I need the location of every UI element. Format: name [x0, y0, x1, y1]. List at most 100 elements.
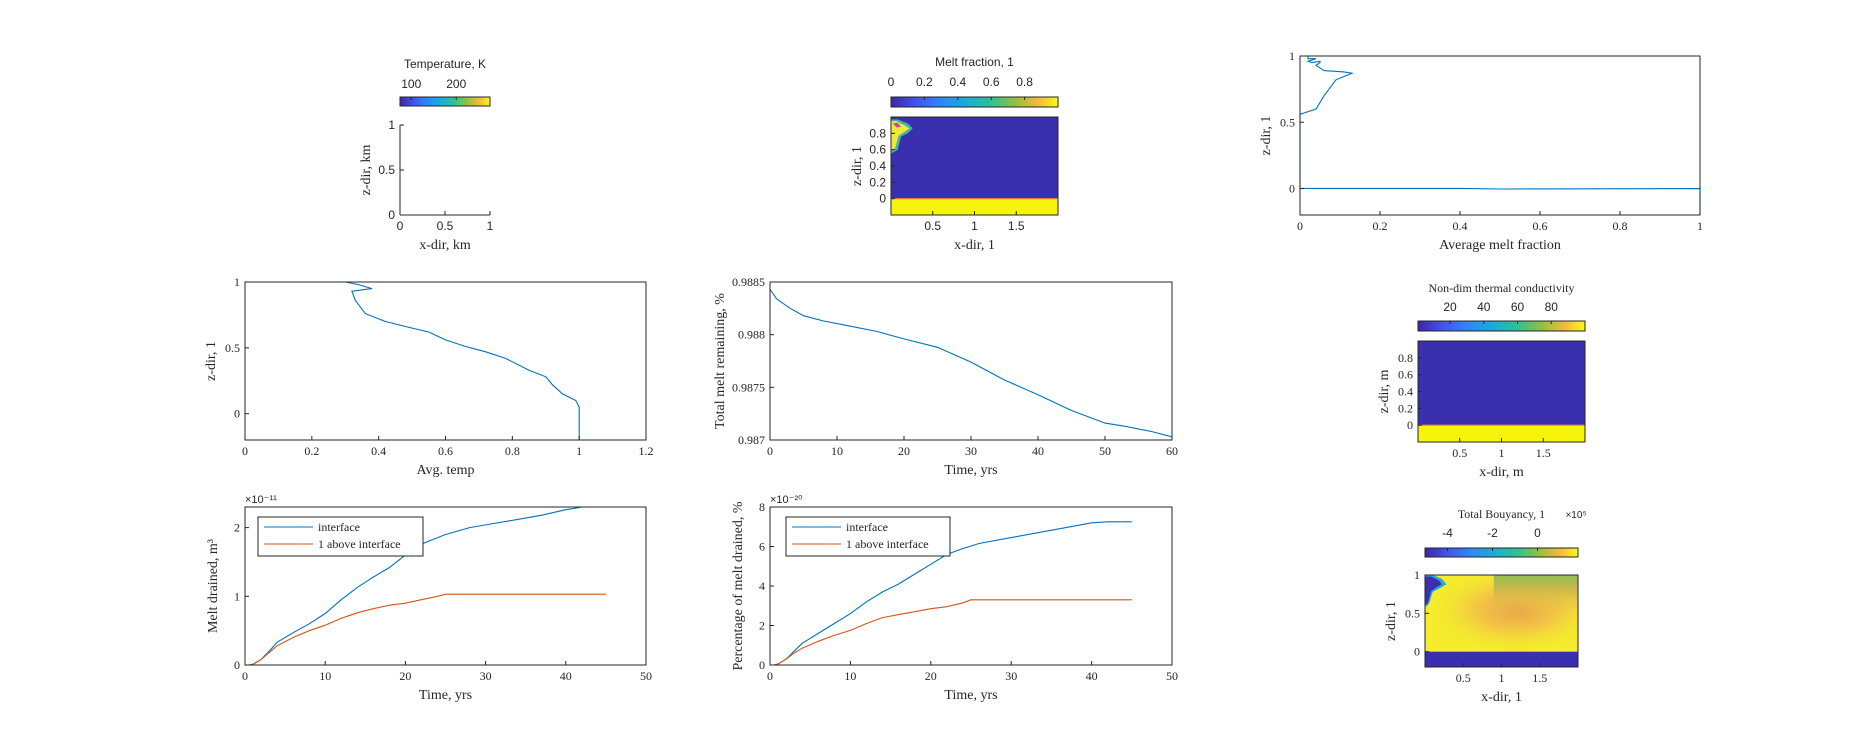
- axes-box: [244, 506, 647, 666]
- field-lower-region: [891, 198, 1058, 215]
- x-tick-label: 1: [576, 444, 582, 458]
- y-tick-label: 0: [1289, 182, 1295, 196]
- panel-total_melt_remaining: 0 10 20 30 40 50 60 0.987 0.9875 0.988 0.9885 Time,…: [713, 275, 1178, 478]
- colorbar: [890, 96, 1059, 108]
- y-tick-label: 0: [879, 192, 886, 206]
- panel-melt_drained: interface 1 above interface 0 10 20 30 40 50 0 1 2…: [206, 494, 652, 703]
- colorbar-tick-label: -4: [1442, 526, 1453, 540]
- x-axis-label: Avg. temp: [416, 463, 474, 478]
- x-tick-label: 10: [319, 669, 331, 683]
- melt-pocket-hole: [892, 122, 901, 128]
- legend-entry: interface: [846, 520, 888, 534]
- y-tick-label: 0.988: [738, 328, 765, 342]
- exponent-label: ×10⁻²⁰: [770, 494, 803, 506]
- x-tick-label: 0.5: [437, 219, 454, 233]
- exponent-label: ×10⁻¹¹: [245, 494, 277, 506]
- y-axis-label: z-dir, 1: [204, 341, 219, 381]
- axes-box: [1299, 55, 1701, 216]
- x-tick-label: 1: [487, 219, 494, 233]
- x-tick-label: 0: [242, 444, 248, 458]
- x-tick-label: 10: [844, 669, 856, 683]
- field-upper-region: [1418, 341, 1585, 426]
- x-tick-label: 1: [1499, 446, 1505, 460]
- x-tick-label: 0.5: [924, 219, 941, 233]
- x-tick-label: 0.8: [505, 444, 520, 458]
- y-axis-label: z-dir, 1: [1259, 116, 1274, 156]
- x-tick-label: 0: [242, 669, 248, 683]
- axes-box: [244, 281, 647, 441]
- legend-box: [785, 516, 951, 557]
- x-tick-label: 1: [1499, 671, 1505, 685]
- colorbar-tick-label: 0.4: [949, 75, 966, 89]
- y-tick-label: 0.4: [869, 159, 886, 173]
- x-tick-label: 0.2: [304, 444, 319, 458]
- x-tick-label: 30: [965, 444, 977, 458]
- colorbar-tick-label: 200: [446, 77, 466, 91]
- x-tick-label: 40: [1086, 669, 1098, 683]
- y-tick-label: 0: [234, 407, 240, 421]
- y-axis-label: z-dir, 1: [1384, 601, 1399, 641]
- y-tick-label: 0.5: [378, 163, 395, 177]
- colorbar-title: Total Bouyancy, 1: [1458, 507, 1545, 521]
- y-tick-label: 1: [234, 275, 240, 289]
- x-tick-label: 50: [640, 669, 652, 683]
- x-tick-label: 0: [767, 669, 773, 683]
- x-axis-label: x-dir, 1: [1481, 690, 1522, 705]
- x-axis-label: Time, yrs: [419, 688, 472, 703]
- x-tick-label: 0: [767, 444, 773, 458]
- colorbar-title: Non-dim thermal conductivity: [1429, 281, 1575, 295]
- series-line-0: [773, 521, 1132, 666]
- x-tick-label: 20: [898, 444, 910, 458]
- colorbar-title: Temperature, K: [404, 57, 486, 71]
- y-tick-label: 0.2: [869, 175, 886, 189]
- x-tick-label: 10: [831, 444, 843, 458]
- colorbar-tick-label: 100: [401, 77, 421, 91]
- colorbar-tick-label: 0.6: [983, 75, 1000, 89]
- series-line-1: [248, 593, 606, 666]
- x-tick-label: 50: [1099, 444, 1111, 458]
- legend-entry: interface: [318, 520, 360, 534]
- colorbar-tick-label: 0: [888, 75, 895, 89]
- x-tick-label: 1.5: [1532, 671, 1547, 685]
- legend-entry: 1 above interface: [318, 537, 401, 551]
- x-axis-label: x-dir, km: [419, 238, 471, 253]
- y-axis-label: z-dir, m: [1377, 370, 1392, 414]
- panel-avg_temp_profile: 0 0.2 0.4 0.6 0.8 1 1.2 0 0.5 1 Avg. temp z-dir, 1: [204, 275, 654, 478]
- x-tick-label: 30: [1005, 669, 1017, 683]
- y-tick-label: 1: [234, 589, 240, 603]
- x-tick-label: 40: [560, 669, 572, 683]
- y-axis-label: z-dir, km: [359, 145, 374, 196]
- y-tick-label: 0.9875: [732, 380, 765, 394]
- x-tick-label: 20: [399, 669, 411, 683]
- y-tick-label: 0.5: [1280, 115, 1295, 129]
- series-line-0: [769, 289, 1173, 438]
- colorbar: [399, 96, 491, 107]
- y-tick-label: 2: [759, 619, 765, 633]
- series-line-0: [248, 506, 606, 666]
- y-tick-label: 1: [388, 118, 395, 132]
- colorbar-tick-label: -2: [1487, 526, 1498, 540]
- y-tick-label: 6: [759, 540, 765, 554]
- panel-thermal_conductivity: 0.5 1 1.5 0 0.2 0.4 0.6 0.8 x-dir, m z-dir, m 20 40…: [1377, 281, 1586, 480]
- y-tick-label: 0: [234, 658, 240, 672]
- x-tick-label: 50: [1166, 669, 1178, 683]
- x-tick-label: 40: [1032, 444, 1044, 458]
- x-axis-label: Time, yrs: [944, 463, 997, 478]
- x-tick-label: 0: [397, 219, 404, 233]
- y-tick-label: 0.9885: [732, 275, 765, 289]
- colorbar: [1424, 547, 1579, 558]
- colorbar-tick-label: 60: [1511, 300, 1525, 314]
- buoyancy-upper-region: [1493, 575, 1578, 618]
- x-tick-label: 1: [971, 219, 978, 233]
- x-tick-label: 1.5: [1536, 446, 1551, 460]
- y-tick-label: 0.6: [1398, 368, 1413, 382]
- colorbar-tick-label: 0.2: [916, 75, 933, 89]
- y-axis-label: Total melt remaining, %: [713, 293, 728, 429]
- y-tick-label: 0: [388, 208, 395, 222]
- colorbar: [1417, 320, 1586, 332]
- panel-avg_melt_profile: 0 0.2 0.4 0.6 0.8 1 0 0.5 1 Average melt fraction…: [1259, 49, 1703, 253]
- y-axis-label: z-dir, 1: [850, 146, 865, 186]
- y-tick-label: 8: [759, 500, 765, 514]
- x-axis-label: x-dir, m: [1479, 465, 1524, 480]
